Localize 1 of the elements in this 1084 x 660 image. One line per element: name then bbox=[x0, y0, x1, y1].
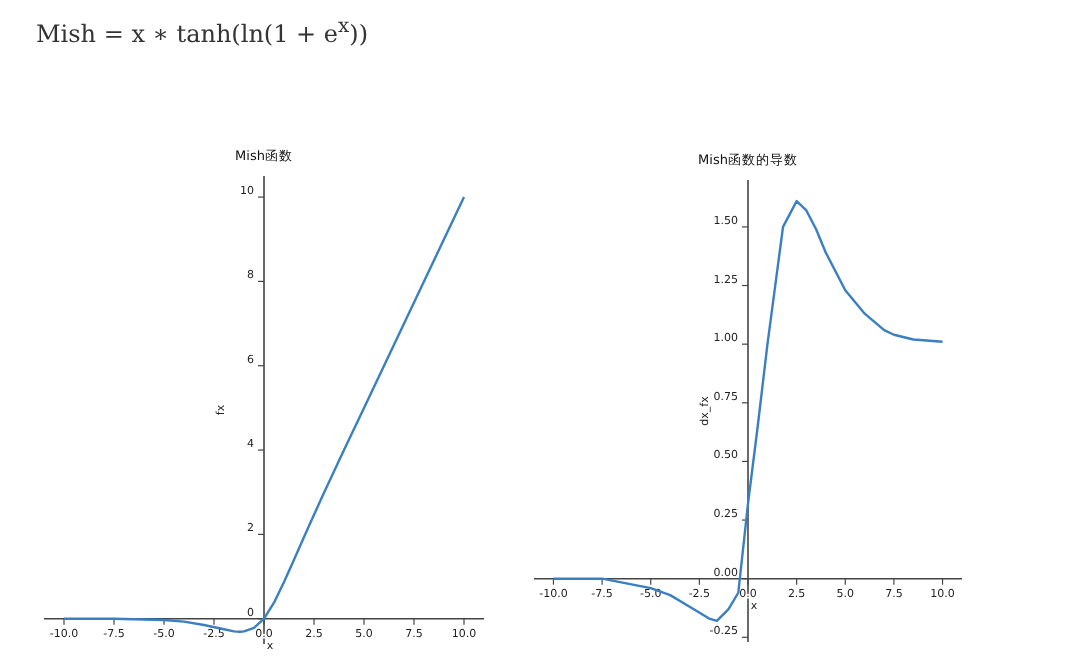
formula: Mish = x ∗ tanh(ln(1 + e$^{x}$)) bbox=[36, 16, 369, 48]
